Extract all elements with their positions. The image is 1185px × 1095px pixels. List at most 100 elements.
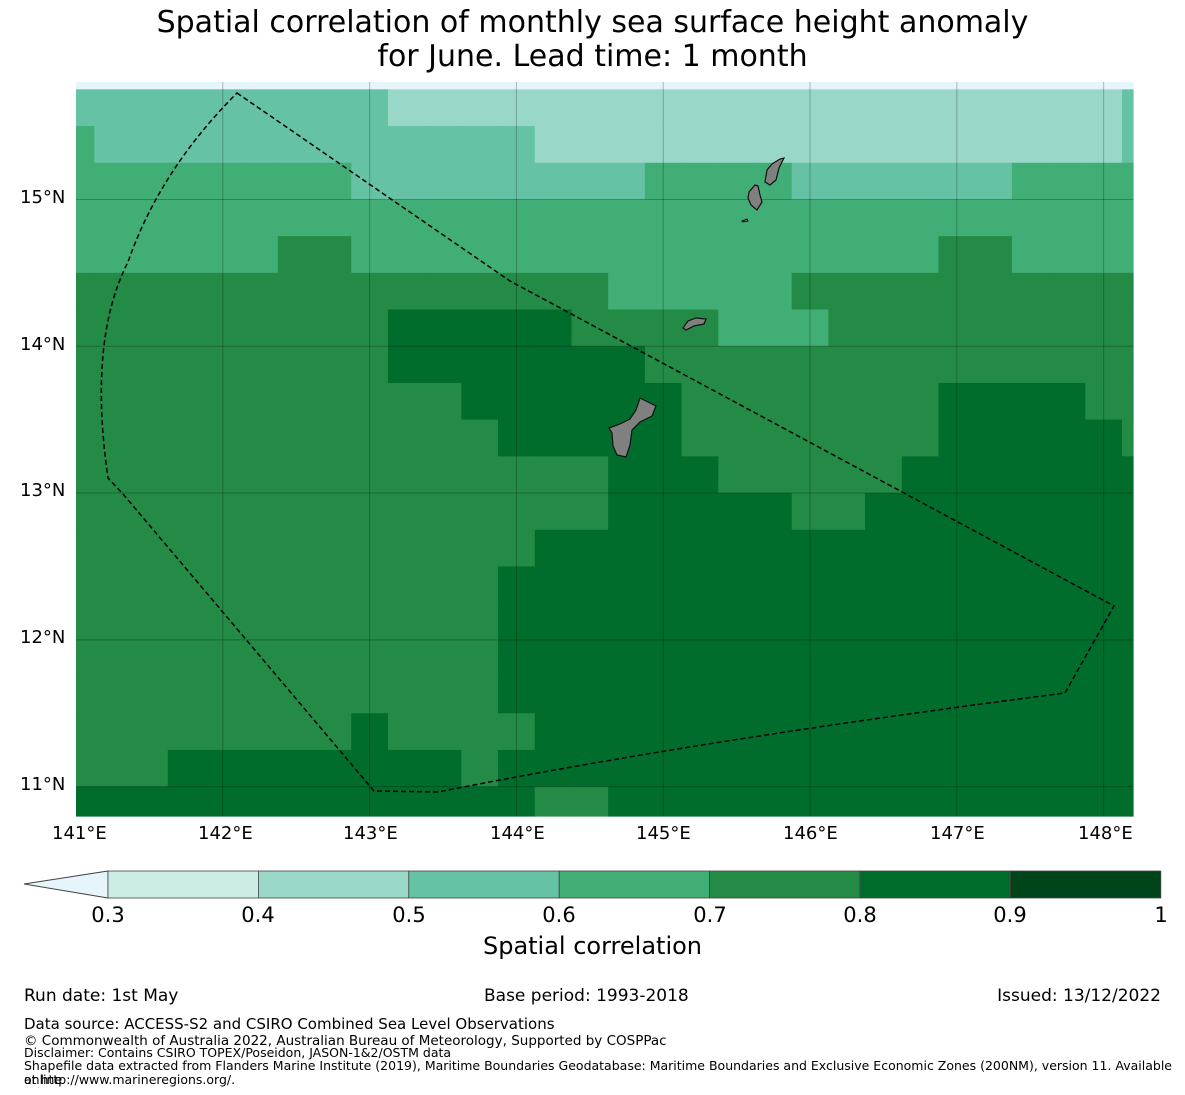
- correlation-cell: [791, 713, 829, 751]
- correlation-cell: [387, 529, 426, 568]
- correlation-cell: [571, 749, 609, 788]
- correlation-cell: [1085, 493, 1123, 531]
- y-tick-label: 13°N: [20, 480, 66, 501]
- correlation-cell: [424, 309, 462, 347]
- correlation-cell: [865, 82, 903, 90]
- correlation-cell: [681, 456, 719, 494]
- correlation-cell: [534, 676, 573, 714]
- correlation-cell: [461, 493, 499, 531]
- correlation-cell: [1121, 272, 1134, 311]
- correlation-cell: [865, 309, 903, 347]
- correlation-cell: [1085, 419, 1123, 457]
- correlation-cell: [938, 456, 976, 494]
- correlation-cell: [387, 639, 426, 678]
- correlation-cell: [167, 603, 242, 641]
- correlation-cell: [975, 566, 1013, 604]
- correlation-cell: [828, 162, 866, 201]
- correlation-cell: [644, 419, 683, 457]
- colorbar-tick-label: 0.4: [241, 903, 275, 927]
- correlation-cell: [644, 82, 683, 90]
- correlation-cell: [534, 382, 573, 421]
- correlation-cell: [754, 236, 793, 274]
- correlation-cell: [644, 236, 683, 274]
- correlation-cell: [424, 346, 462, 384]
- correlation-cell: [351, 713, 389, 751]
- shapefile-credit-line-1: Shapefile data extracted from Flanders M…: [24, 1058, 1172, 1087]
- colorbar-tick-label: 0.8: [843, 903, 877, 927]
- correlation-cell: [94, 382, 169, 421]
- correlation-cell: [828, 676, 866, 714]
- correlation-cell: [754, 309, 793, 347]
- correlation-cell: [791, 529, 829, 568]
- y-tick-label: 14°N: [20, 334, 66, 355]
- correlation-cell: [167, 493, 242, 531]
- correlation-cell: [791, 493, 829, 531]
- correlation-cell: [1121, 676, 1134, 714]
- correlation-cell: [571, 419, 609, 457]
- correlation-cell: [1085, 713, 1123, 751]
- correlation-cell: [387, 566, 426, 604]
- correlation-cell: [644, 566, 683, 604]
- correlation-cell: [865, 346, 903, 384]
- correlation-cell: [498, 82, 536, 90]
- correlation-cell: [241, 603, 279, 641]
- correlation-cell: [791, 639, 829, 678]
- correlation-cell: [351, 786, 389, 817]
- correlation-cell: [828, 272, 866, 311]
- correlation-cell: [938, 309, 976, 347]
- correlation-cell: [387, 272, 426, 311]
- correlation-cell: [241, 786, 279, 817]
- correlation-cell: [94, 713, 169, 751]
- correlation-cell: [901, 162, 940, 201]
- correlation-cell: [241, 713, 279, 751]
- correlation-cell: [1085, 529, 1123, 568]
- correlation-cell: [791, 786, 829, 817]
- correlation-cell: [1011, 639, 1050, 678]
- correlation-cell: [865, 236, 903, 274]
- correlation-cell: [94, 82, 169, 90]
- correlation-cell: [608, 309, 646, 347]
- correlation-cell: [1048, 603, 1086, 641]
- correlation-cell: [644, 529, 683, 568]
- correlation-cell: [498, 89, 536, 127]
- correlation-cell: [461, 603, 499, 641]
- rota-island: [682, 317, 707, 331]
- correlation-cell: [351, 346, 389, 384]
- correlation-cell: [1121, 236, 1134, 274]
- correlation-cell: [1048, 309, 1086, 347]
- correlation-cell: [461, 419, 499, 457]
- correlation-cell: [828, 603, 866, 641]
- correlation-cell: [167, 676, 242, 714]
- correlation-cell: [351, 309, 389, 347]
- correlation-cell: [718, 749, 756, 788]
- correlation-cell: [1048, 382, 1086, 421]
- correlation-cell: [975, 89, 1013, 127]
- correlation-cell: [644, 199, 683, 237]
- colorbar-segment: [257, 870, 410, 899]
- correlation-cell: [241, 639, 279, 678]
- correlation-cell: [351, 272, 389, 311]
- correlation-cell: [277, 162, 316, 201]
- correlation-cell: [241, 456, 279, 494]
- correlation-cell: [644, 676, 683, 714]
- correlation-cell: [901, 419, 940, 457]
- correlation-cell: [94, 493, 169, 531]
- correlation-cell: [1121, 382, 1134, 421]
- correlation-cell: [828, 346, 866, 384]
- correlation-cell: [828, 566, 866, 604]
- correlation-cell: [351, 82, 389, 90]
- correlation-cell: [277, 676, 316, 714]
- correlation-cell: [387, 162, 426, 201]
- correlation-cell: [828, 126, 866, 164]
- correlation-cell: [76, 603, 95, 641]
- correlation-cell: [975, 126, 1013, 164]
- correlation-cell: [1011, 272, 1050, 311]
- correlation-cell: [167, 272, 242, 311]
- correlation-cell: [901, 566, 940, 604]
- correlation-cell: [277, 749, 316, 788]
- correlation-cell: [424, 493, 462, 531]
- correlation-cell: [241, 272, 279, 311]
- correlation-cell: [498, 456, 536, 494]
- correlation-cell: [754, 603, 793, 641]
- correlation-cell: [94, 566, 169, 604]
